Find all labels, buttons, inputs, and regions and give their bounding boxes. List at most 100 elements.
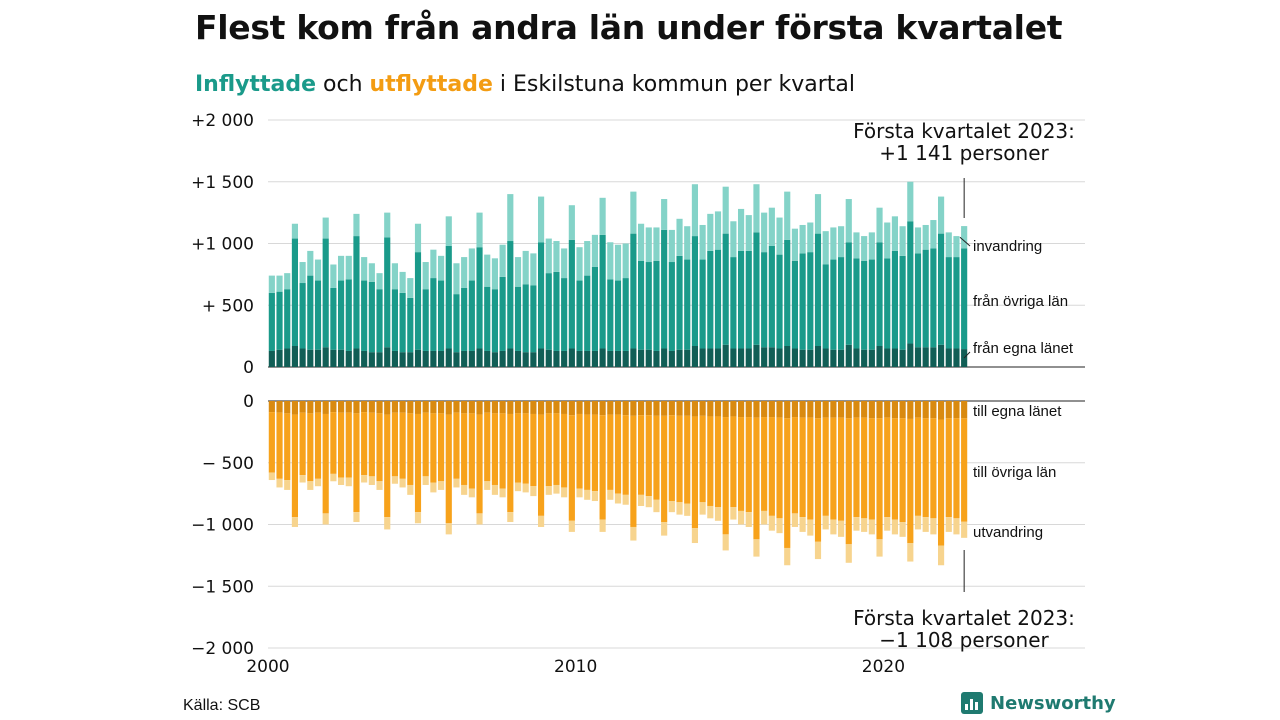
bar-out-other — [822, 417, 829, 516]
bar-out-own — [914, 401, 922, 418]
bar-out-own — [807, 401, 814, 418]
bar-in-other — [453, 294, 460, 353]
bar-in-other — [353, 236, 360, 349]
bar-out-other — [691, 416, 698, 529]
bar-out-other — [391, 412, 398, 477]
bar-out-other — [368, 412, 375, 477]
bar-in-own — [507, 348, 514, 367]
bar-in-other — [699, 259, 706, 349]
bar-in-own — [453, 352, 460, 367]
bar-in-own — [684, 349, 691, 367]
bar-in-own — [276, 349, 283, 367]
bar-in-other — [407, 297, 414, 353]
bar-out-own — [753, 401, 760, 418]
bar-out-abroad — [868, 519, 875, 535]
bar-in-own — [368, 352, 375, 367]
bar-in-own — [730, 348, 737, 367]
bar-in-other — [553, 271, 560, 351]
bar-out-other — [291, 414, 298, 518]
bar-in-other — [638, 260, 645, 350]
bar-in-abroad — [745, 215, 752, 251]
bar-out-abroad — [314, 478, 322, 487]
bar-in-other — [522, 284, 529, 353]
bar-out-other — [938, 419, 945, 546]
bar-out-own — [491, 401, 498, 414]
bar-in-other — [753, 232, 760, 345]
bar-out-other — [484, 412, 491, 482]
bar-out-abroad — [622, 494, 629, 505]
bar-in-own — [414, 349, 422, 367]
bar-in-other — [284, 289, 291, 349]
bar-in-own — [614, 350, 622, 367]
bar-in-other — [430, 278, 437, 351]
bar-in-own — [522, 352, 529, 367]
bar-in-own — [699, 348, 706, 367]
bar-in-own — [630, 348, 637, 367]
bar-out-abroad — [345, 477, 352, 487]
bar-in-other — [914, 253, 922, 348]
bar-in-other — [307, 275, 314, 350]
bar-out-own — [791, 401, 798, 418]
bar-out-other — [745, 417, 752, 513]
bar-in-own — [576, 350, 583, 367]
label-utvandring: utvandring — [973, 524, 1043, 541]
bar-in-other — [576, 280, 583, 351]
bar-out-other — [684, 415, 691, 504]
bar-out-other — [668, 415, 675, 502]
bar-out-abroad — [499, 488, 506, 498]
bar-out-own — [530, 401, 537, 414]
bar-in-abroad — [938, 196, 945, 234]
bar-in-abroad — [361, 257, 368, 281]
bar-out-abroad — [553, 484, 560, 494]
bar-in-other — [930, 248, 937, 348]
bar-out-abroad — [691, 528, 698, 544]
bar-out-abroad — [645, 496, 652, 508]
bar-out-own — [776, 401, 783, 418]
bar-in-abroad — [845, 199, 852, 243]
bar-out-own — [591, 401, 598, 415]
bar-out-own — [684, 401, 691, 416]
bar-out-other — [799, 417, 806, 518]
bar-out-abroad — [814, 541, 822, 560]
bar-in-own — [776, 348, 783, 367]
bar-in-abroad — [876, 207, 883, 243]
bar-out-abroad — [699, 502, 706, 515]
bar-in-abroad — [953, 236, 960, 258]
bar-in-own — [914, 347, 922, 367]
bar-out-other — [414, 413, 422, 513]
bar-out-other — [407, 413, 414, 485]
bar-in-own — [591, 350, 598, 367]
bar-out-abroad — [630, 526, 637, 541]
bar-out-other — [445, 414, 452, 524]
bar-in-own — [930, 347, 937, 367]
bar-in-other — [891, 250, 898, 349]
bar-out-abroad — [530, 486, 537, 497]
y-tick-label-top: +1 500 — [191, 173, 254, 193]
bar-out-own — [830, 401, 837, 418]
bar-out-own — [707, 401, 714, 417]
bar-in-abroad — [507, 194, 514, 242]
bar-out-abroad — [791, 513, 798, 527]
bar-in-abroad — [691, 184, 698, 237]
bar-in-other — [507, 241, 514, 349]
bar-out-other — [591, 414, 598, 492]
bar-out-other — [399, 412, 406, 479]
bar-out-other — [761, 417, 768, 511]
bar-in-own — [722, 344, 729, 367]
bar-in-abroad — [407, 278, 414, 298]
bar-out-abroad — [830, 519, 837, 535]
bar-out-abroad — [353, 512, 360, 523]
bar-out-abroad — [384, 517, 391, 530]
bar-out-abroad — [291, 517, 298, 527]
bar-in-other — [938, 233, 945, 345]
bar-out-abroad — [807, 519, 814, 536]
y-tick-label-bottom: − 500 — [202, 454, 254, 474]
bar-out-other — [284, 413, 291, 481]
bar-in-abroad — [614, 244, 622, 281]
bar-in-own — [353, 348, 360, 367]
bar-in-other — [684, 259, 691, 350]
bar-in-abroad — [561, 248, 568, 279]
bar-out-own — [676, 401, 683, 416]
bar-out-other — [784, 418, 791, 548]
bar-out-other — [945, 418, 952, 518]
